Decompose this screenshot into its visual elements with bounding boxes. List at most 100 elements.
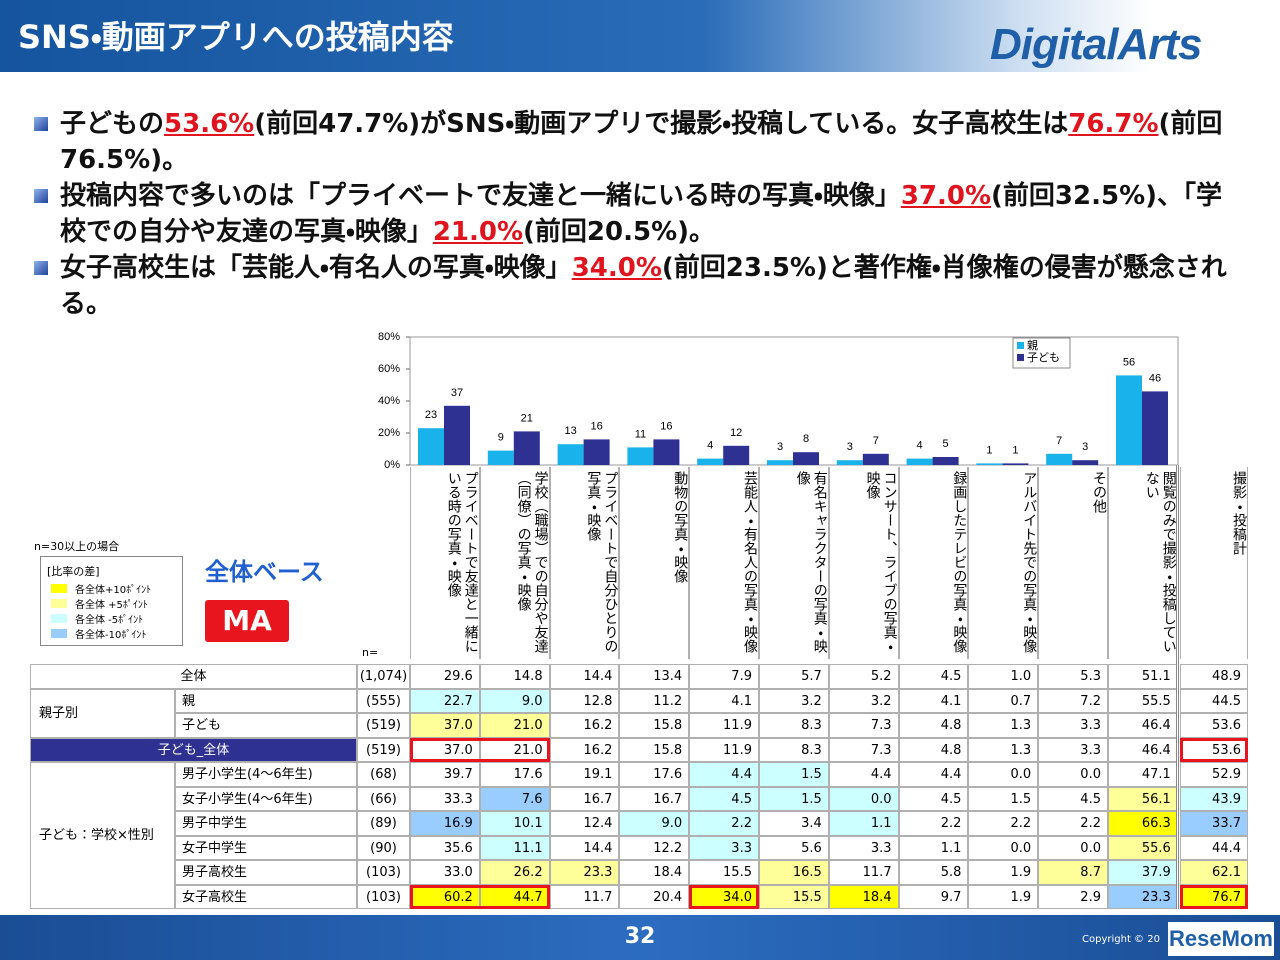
legend-label: 子ども xyxy=(1027,351,1060,364)
value-cell: 3.3 xyxy=(1038,737,1108,762)
highlight-box xyxy=(1180,737,1248,762)
value-cell: 11.9 xyxy=(689,713,759,738)
value-cell: 9.0 xyxy=(479,688,550,713)
value-cell: 1.0 xyxy=(968,664,1039,689)
value-cell: 4.5 xyxy=(689,786,759,811)
footer-bar xyxy=(0,915,1280,960)
value-cell: 14.4 xyxy=(549,835,620,860)
value-cell: 33.0 xyxy=(410,860,480,885)
value-cell: 0.0 xyxy=(828,786,899,811)
highlight-text: 37.0% xyxy=(900,181,992,211)
shade-legend-label: 各全体 +5ﾎﾟｲﾝﾄ xyxy=(75,599,148,611)
row-label: 子ども xyxy=(175,713,357,738)
value-cell: 11.7 xyxy=(549,884,620,909)
value-label: 1 xyxy=(986,444,992,456)
value-cell: 4.4 xyxy=(898,762,969,787)
column-header: 有名キャラクターの写真・映像 xyxy=(759,467,829,659)
highlight-box xyxy=(1180,884,1248,909)
value-cell: 23.3 xyxy=(1108,884,1178,909)
value-cell: 1.5 xyxy=(759,786,829,811)
n-cell: (89) xyxy=(357,811,410,836)
highlight-box xyxy=(410,737,550,762)
bullet-text: (前回32.5%)、「学校での自分や友達の写真・映像」 xyxy=(60,181,1223,247)
value-cell: 9.7 xyxy=(898,884,969,909)
value-cell: 55.5 xyxy=(1108,688,1178,713)
value-cell: 3.3 xyxy=(1038,713,1108,738)
ma-badge: MA xyxy=(205,600,289,642)
value-cell: 0.0 xyxy=(1038,835,1108,860)
n-cell: (1,074) xyxy=(357,664,410,689)
value-cell: 11.2 xyxy=(619,688,690,713)
value-cell: 33.7 xyxy=(1180,811,1248,836)
value-cell: 0.0 xyxy=(968,835,1039,860)
value-cell: 4.4 xyxy=(689,762,759,787)
value-cell: 37.9 xyxy=(1108,860,1178,885)
value-cell: 11.7 xyxy=(828,860,899,885)
value-label: 5 xyxy=(943,438,949,450)
bar xyxy=(976,463,1003,465)
value-cell: 16.2 xyxy=(549,713,620,738)
value-cell: 43.9 xyxy=(1180,786,1248,811)
value-label: 1 xyxy=(1012,444,1018,456)
value-cell: 1.1 xyxy=(898,835,969,860)
bullet-text: (前回47.7%)がSNS・動画アプリで撮影・投稿している。女子高校生は xyxy=(254,109,1069,139)
value-cell: 39.7 xyxy=(410,762,480,787)
bar xyxy=(1046,453,1073,465)
value-cell: 5.6 xyxy=(759,835,829,860)
value-cell: 15.8 xyxy=(619,737,690,762)
value-label: 7 xyxy=(1056,435,1062,447)
value-cell: 12.4 xyxy=(549,811,620,836)
value-cell: 2.2 xyxy=(968,811,1039,836)
value-cell: 9.0 xyxy=(619,811,690,836)
value-cell: 14.8 xyxy=(479,664,550,689)
y-tick-label: 40% xyxy=(378,395,400,407)
bullet: 子どもの53.6%(前回47.7%)がSNS・動画アプリで撮影・投稿している。女… xyxy=(30,106,1245,178)
value-cell: 3.3 xyxy=(828,835,899,860)
value-cell: 21.0 xyxy=(479,713,550,738)
bar xyxy=(767,460,793,465)
bar xyxy=(557,444,584,465)
value-cell: 0.7 xyxy=(968,688,1039,713)
value-cell: 3.3 xyxy=(689,835,759,860)
value-cell: 1.5 xyxy=(968,786,1039,811)
value-cell: 4.1 xyxy=(898,688,969,713)
value-cell: 8.7 xyxy=(1038,860,1108,885)
slide-title: SNS・動画アプリへの投稿内容 xyxy=(18,18,454,56)
highlight-text: 53.6% xyxy=(164,109,255,139)
column-header: 芸能人・有名人の写真・映像 xyxy=(689,467,759,659)
shade-swatch xyxy=(51,628,67,638)
value-cell: 46.4 xyxy=(1108,713,1178,738)
value-cell: 0.0 xyxy=(968,762,1039,787)
bullet-text: (前回76.5%)。 xyxy=(60,109,1223,175)
n-cell: (555) xyxy=(357,688,410,713)
bullet-marker xyxy=(34,261,48,275)
shade-swatch xyxy=(51,613,67,623)
value-label: 12 xyxy=(730,427,742,439)
sample-note: n=30以上の場合 xyxy=(34,540,120,553)
page-number: 32 xyxy=(624,924,656,949)
n-label: n= xyxy=(362,646,379,659)
bar xyxy=(723,445,750,465)
base-label: 全体ベース xyxy=(205,558,324,586)
value-cell: 5.3 xyxy=(1038,664,1108,689)
bar xyxy=(1142,391,1168,465)
n-cell: (68) xyxy=(357,762,410,787)
logo: DigitalArts xyxy=(990,20,1202,69)
bullet-text: 女子高校生は「芸能人・有名人の写真・映像」 xyxy=(60,253,572,283)
bar xyxy=(444,405,470,465)
n-cell: (103) xyxy=(357,860,410,885)
value-cell: 19.1 xyxy=(549,762,620,787)
value-cell: 29.6 xyxy=(410,664,480,689)
value-cell: 46.4 xyxy=(1108,737,1178,762)
highlight-box xyxy=(410,884,550,909)
value-cell: 66.3 xyxy=(1108,811,1178,836)
value-cell: 48.9 xyxy=(1180,664,1248,689)
value-cell: 16.2 xyxy=(549,737,620,762)
value-cell: 53.6 xyxy=(1180,713,1248,738)
bar xyxy=(583,439,610,465)
value-cell: 13.4 xyxy=(619,664,690,689)
bullet-text: (前回20.5%)。 xyxy=(523,217,716,247)
value-cell: 44.5 xyxy=(1180,688,1248,713)
column-header: プライベートで友達と一緒にいる時の写真・映像 xyxy=(410,467,480,659)
bar xyxy=(1072,460,1099,465)
